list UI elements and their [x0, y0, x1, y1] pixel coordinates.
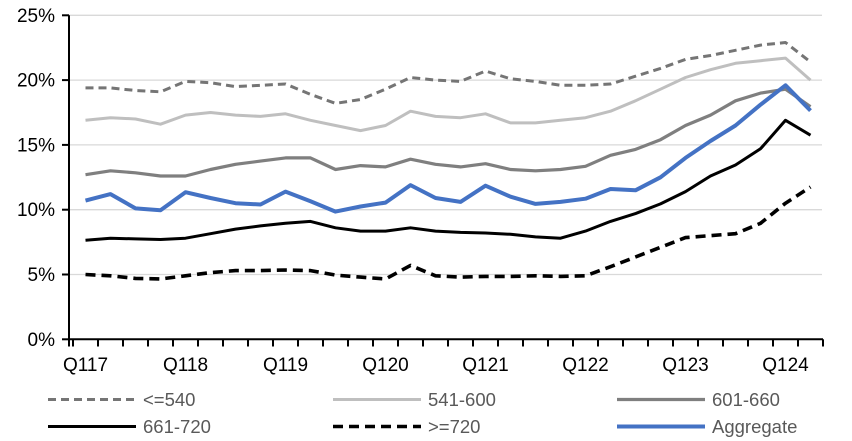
legend-label-720: >=720	[428, 416, 480, 437]
y-axis-label: 15%	[17, 135, 55, 156]
y-axis-label: 25%	[17, 6, 55, 27]
x-axis-label: Q123	[662, 355, 708, 376]
x-axis-label: Q124	[762, 355, 809, 376]
legend-label-541600: 541-600	[428, 389, 496, 410]
x-axis-label: Q117	[63, 355, 108, 376]
series-line-541600	[85, 56, 812, 133]
y-axis-label: 5%	[28, 265, 56, 286]
axes	[62, 14, 824, 347]
x-axis-label: Q122	[562, 355, 608, 376]
series-line-601660	[85, 87, 812, 178]
series-line-540	[85, 41, 812, 105]
series-line-661720	[85, 118, 812, 242]
legend-label-540: <=540	[143, 389, 195, 410]
legend: <=540 541-600 601-660 661-720 >=720 Aggregate	[48, 389, 797, 437]
x-axis-label: Q120	[362, 355, 408, 376]
x-axis-labels: Q117 Q118 Q119 Q120 Q121 Q122 Q123 Q124	[63, 355, 809, 376]
series-line-720	[85, 185, 812, 281]
y-axis-labels: 0% 5% 10% 15% 20% 25%	[17, 6, 55, 351]
gridlines	[69, 14, 822, 276]
y-axis-label: 0%	[28, 330, 56, 351]
y-axis-label: 10%	[17, 200, 55, 221]
legend-label-601660: 601-660	[712, 389, 780, 410]
x-axis-label: Q118	[163, 355, 208, 376]
series-lines	[84, 41, 812, 281]
x-axis-label: Q121	[462, 355, 508, 376]
legend-label-661720: 661-720	[143, 416, 211, 437]
legend-label-Aggregate: Aggregate	[712, 416, 797, 437]
y-axis-label: 20%	[17, 71, 55, 92]
x-axis-label: Q119	[263, 355, 308, 376]
series-line-Aggregate	[84, 83, 812, 214]
